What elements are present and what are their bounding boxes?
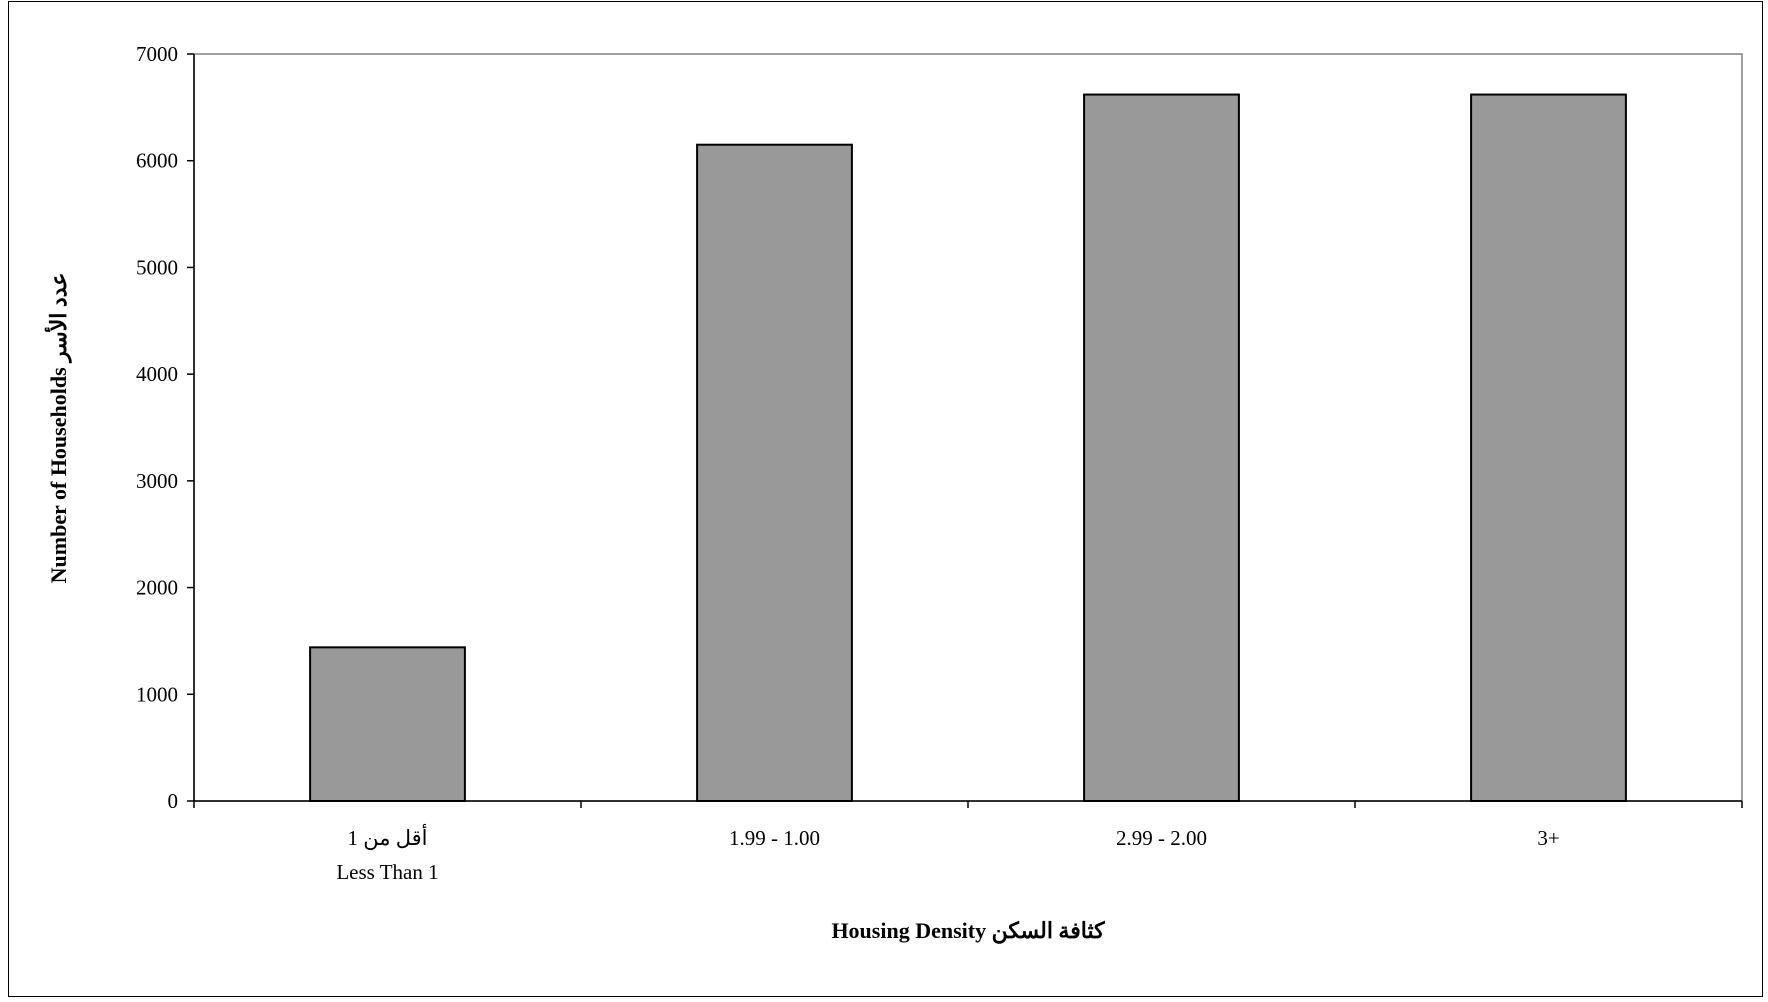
chart-frame	[8, 1, 1763, 997]
bar	[309, 646, 466, 802]
y-axis-title: Number of Households عدد الأسر	[44, 273, 72, 584]
y-tick-label: 3000	[136, 469, 178, 493]
x-tick-label: Less Than 1	[336, 860, 438, 884]
y-tick-label: 7000	[136, 42, 178, 66]
y-tick-label: 2000	[136, 576, 178, 600]
x-tick-label: 3+	[1537, 826, 1559, 850]
y-tick-label: 5000	[136, 255, 178, 279]
x-tick-label: 1.99 - 1.00	[729, 826, 820, 850]
x-tick-label: 2.99 - 2.00	[1116, 826, 1207, 850]
bar	[1083, 93, 1240, 802]
y-tick-label: 1000	[136, 682, 178, 706]
x-tick-label: أقل من 1	[347, 823, 427, 851]
y-tick-label: 6000	[136, 149, 178, 173]
y-tick-label: 0	[168, 789, 179, 813]
bar	[696, 143, 853, 802]
y-tick-label: 4000	[136, 362, 178, 386]
bar	[1470, 93, 1627, 802]
x-axis-title: كثافة السكن Housing Density	[831, 918, 1105, 944]
